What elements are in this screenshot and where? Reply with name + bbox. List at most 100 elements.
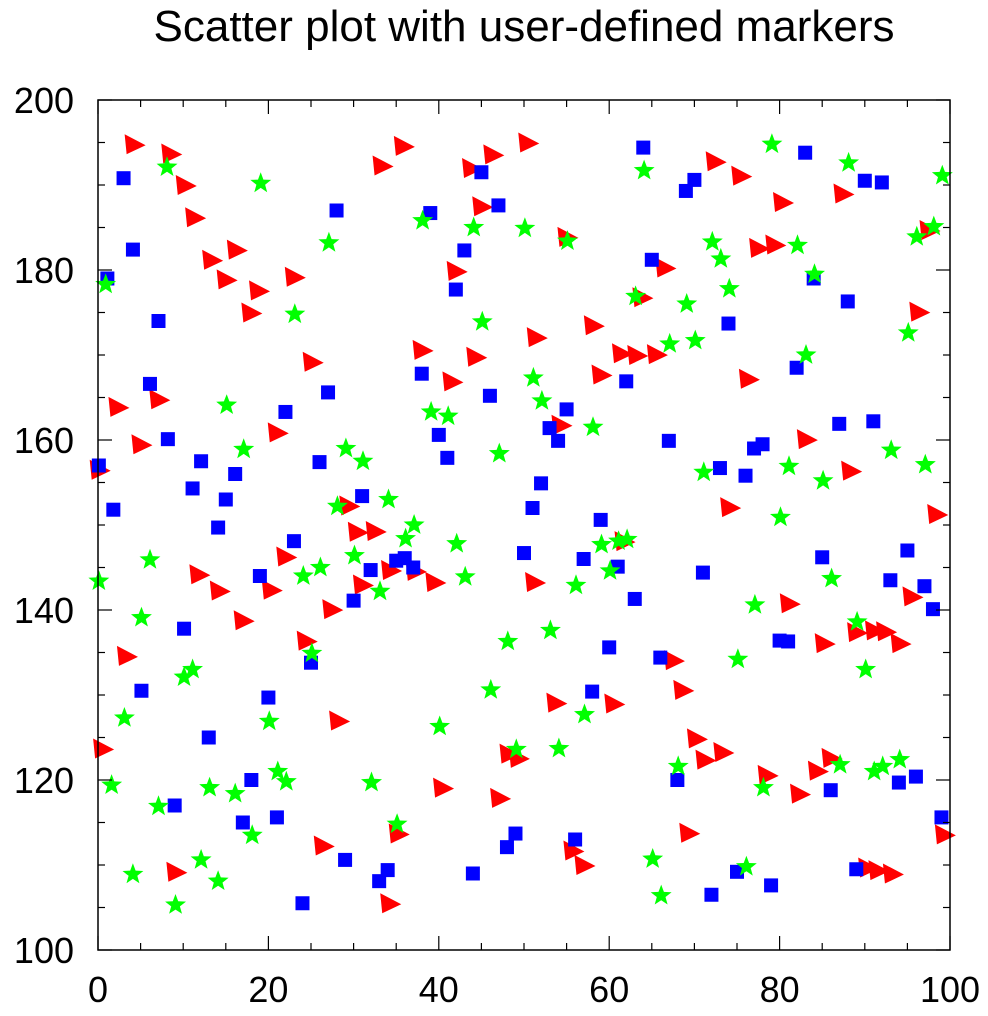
star-marker xyxy=(207,870,229,890)
triangle-marker xyxy=(249,280,271,301)
triangle-marker xyxy=(526,327,548,348)
square-marker xyxy=(414,366,429,381)
square-marker xyxy=(568,832,583,847)
y-tick-label: 140 xyxy=(14,590,74,631)
triangle-marker xyxy=(686,728,708,749)
star-marker xyxy=(437,405,459,426)
star-marker xyxy=(684,329,706,350)
square-marker xyxy=(406,560,421,575)
star-marker xyxy=(471,310,493,331)
triangle-marker xyxy=(339,495,361,516)
triangle-marker xyxy=(233,610,255,631)
star-marker xyxy=(667,755,689,776)
square-marker xyxy=(211,520,226,535)
star-marker xyxy=(395,527,416,548)
square-marker xyxy=(874,175,889,190)
square-marker xyxy=(134,683,149,698)
star-marker xyxy=(744,593,766,614)
triangle-marker xyxy=(551,414,573,435)
star-marker xyxy=(378,488,399,509)
triangle-marker xyxy=(749,237,771,258)
star-marker xyxy=(872,755,894,776)
star-marker xyxy=(420,400,442,421)
square-marker xyxy=(252,569,267,583)
star-marker xyxy=(301,642,323,663)
x-tick-label: 0 xyxy=(88,969,108,1010)
square-marker xyxy=(160,432,175,447)
star-marker xyxy=(403,514,425,534)
y-tick-label: 180 xyxy=(14,250,74,291)
star-marker xyxy=(787,234,808,255)
square-marker xyxy=(670,773,685,787)
triangle-marker xyxy=(202,249,224,270)
x-tick-label: 100 xyxy=(920,969,980,1010)
square-marker xyxy=(201,730,216,745)
triangle-marker xyxy=(483,144,505,165)
triangle-marker xyxy=(226,239,248,260)
square-marker xyxy=(465,866,480,881)
square-marker xyxy=(218,492,233,507)
square-marker xyxy=(925,602,940,617)
triangle-marker xyxy=(765,234,787,255)
triangle-marker xyxy=(882,863,904,884)
triangle-marker xyxy=(518,132,540,153)
square-marker xyxy=(738,468,753,483)
triangle-marker xyxy=(604,693,626,714)
square-marker xyxy=(295,896,310,911)
square-marker xyxy=(636,140,651,155)
triangle-marker xyxy=(93,738,115,759)
square-marker xyxy=(653,650,668,665)
star-marker xyxy=(804,263,825,284)
triangle-marker xyxy=(175,175,197,195)
star-marker xyxy=(101,774,123,794)
star-marker xyxy=(557,230,578,250)
star-marker xyxy=(173,666,195,686)
triangle-marker xyxy=(546,692,568,713)
triangle-marker xyxy=(773,192,795,212)
triangle-marker xyxy=(927,503,949,524)
triangle-marker xyxy=(472,196,494,217)
triangle-marker xyxy=(807,760,829,781)
square-marker xyxy=(908,769,923,784)
triangle-marker xyxy=(833,183,855,204)
triangle-marker xyxy=(241,302,263,323)
square-marker xyxy=(167,798,182,813)
triangle-marker xyxy=(679,822,701,843)
square-marker xyxy=(789,360,804,375)
square-marker xyxy=(228,467,243,481)
square-marker xyxy=(244,773,259,787)
star-marker xyxy=(565,574,587,595)
square-marker xyxy=(261,690,276,705)
star-marker xyxy=(863,760,885,781)
star-marker xyxy=(693,461,715,482)
triangle-marker xyxy=(462,158,484,178)
star-marker xyxy=(659,332,681,353)
square-marker xyxy=(857,173,872,188)
square-marker xyxy=(194,454,209,469)
star-marker xyxy=(633,159,655,180)
star-marker xyxy=(386,813,408,834)
x-tick-label: 80 xyxy=(760,969,800,1010)
star-marker xyxy=(753,776,774,797)
square-marker xyxy=(106,502,121,517)
triangle-marker xyxy=(372,155,394,176)
star-marker xyxy=(795,344,817,364)
square-marker xyxy=(457,243,472,258)
square-marker xyxy=(602,640,617,655)
square-marker xyxy=(440,450,455,465)
star-marker xyxy=(505,738,527,759)
star-marker xyxy=(258,710,280,731)
triangle-marker xyxy=(446,260,468,281)
star-marker xyxy=(275,770,297,791)
star-marker xyxy=(224,782,246,803)
star-marker xyxy=(642,848,664,868)
triangle-marker xyxy=(433,777,455,798)
star-marker xyxy=(309,556,331,577)
square-marker xyxy=(517,546,531,561)
star-marker xyxy=(829,753,851,774)
square-marker xyxy=(832,416,847,431)
x-tick-label: 40 xyxy=(419,969,459,1010)
y-tick-label: 200 xyxy=(14,80,74,121)
data-markers xyxy=(88,132,956,914)
triangle-marker xyxy=(302,351,324,372)
